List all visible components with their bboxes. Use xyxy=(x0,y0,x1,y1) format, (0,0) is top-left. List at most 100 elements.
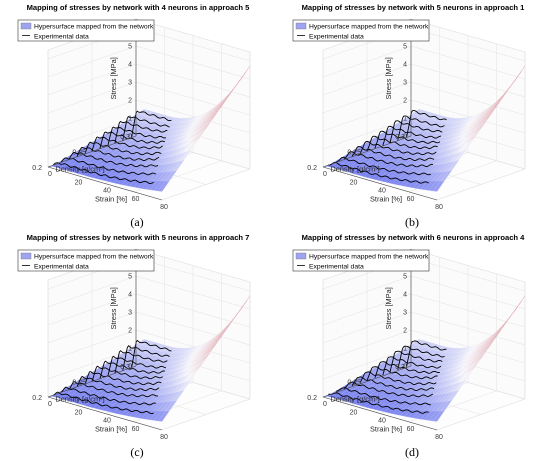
z-axis-label: Stress [MPa] xyxy=(109,57,118,99)
x-tick-label: 60 xyxy=(407,426,415,433)
surface-patch xyxy=(432,180,445,192)
y-tick-label: 0.25 xyxy=(72,150,86,157)
z-tick-label: 2 xyxy=(128,98,132,105)
legend-label-surface: Hypersurface mapped from the network xyxy=(34,24,154,31)
y-tick-label: 0.25 xyxy=(72,380,86,387)
legend-swatch-surface xyxy=(20,22,32,30)
experimental-curve xyxy=(374,130,441,149)
experimental-curve xyxy=(122,345,170,371)
experimental-curve xyxy=(406,340,447,367)
z-tick-label: 5 xyxy=(403,274,407,281)
surface-patch xyxy=(432,410,445,422)
experimental-curve xyxy=(343,381,434,398)
experimental-curve xyxy=(397,115,445,141)
experimental-curve xyxy=(397,345,445,370)
x-tick-label: 80 xyxy=(160,204,168,211)
experimental-curve xyxy=(351,376,435,391)
experimental-curve xyxy=(359,141,437,156)
experimental-curve xyxy=(76,376,160,391)
chart-title: Mapping of stresses by network with 4 ne… xyxy=(27,3,251,12)
experimental-data xyxy=(328,110,447,184)
experimental-curve xyxy=(76,146,160,161)
z-tick-label: 3 xyxy=(128,310,132,317)
y-axis-line xyxy=(47,135,137,168)
experimental-curve xyxy=(60,386,156,406)
z-tick-label: 1 xyxy=(403,346,407,353)
legend-label-experimental: Experimental data xyxy=(34,34,89,41)
chart-title: Mapping of stresses by network with 5 ne… xyxy=(302,3,526,12)
legend-label-experimental: Experimental data xyxy=(34,264,89,271)
z-tick-label: 0 xyxy=(128,134,132,141)
legend-swatch-surface xyxy=(295,252,307,260)
z-tick-label: 4 xyxy=(128,62,132,69)
experimental-curve xyxy=(406,110,447,138)
z-tick-label: 4 xyxy=(403,62,407,69)
legend-label-surface: Hypersurface mapped from the network xyxy=(309,24,429,31)
experimental-curve xyxy=(107,126,167,147)
z-tick-label: 2 xyxy=(403,328,407,335)
z-tick-label: 3 xyxy=(403,80,407,87)
y-tick-label: 0.3 xyxy=(120,134,130,141)
x-tick-label: 20 xyxy=(75,179,83,186)
experimental-curve xyxy=(389,120,443,144)
z-tick-label: 3 xyxy=(128,80,132,87)
z-tick-label: 5 xyxy=(128,274,132,281)
x-tick-label: 60 xyxy=(132,196,140,203)
experimental-curve xyxy=(382,356,442,376)
experimental-curve xyxy=(53,391,154,415)
y-axis-label: Density [g/cm³] xyxy=(55,395,104,404)
experimental-curve xyxy=(122,115,170,141)
legend-box xyxy=(292,249,430,272)
panel-caption: (b) xyxy=(405,215,419,229)
x-tick-label: 40 xyxy=(378,418,386,425)
y-tick-label: 0.25 xyxy=(347,380,361,387)
legend-label-experimental: Experimental data xyxy=(309,264,364,271)
experimental-curve xyxy=(366,366,438,381)
experimental-curve xyxy=(68,381,159,398)
experimental-curve xyxy=(91,365,163,382)
y-axis-line xyxy=(47,365,137,398)
experimental-curve xyxy=(84,371,162,386)
experimental-curve xyxy=(131,110,172,138)
legend-label-surface: Hypersurface mapped from the network xyxy=(309,254,429,261)
x-tick-label: 40 xyxy=(103,188,111,195)
legend-label-experimental: Experimental data xyxy=(309,34,364,41)
experimental-curve xyxy=(328,392,429,414)
z-tick-label: 1 xyxy=(128,116,132,123)
x-axis-line xyxy=(47,166,163,201)
x-tick-label: 20 xyxy=(75,409,83,416)
experimental-curve xyxy=(366,135,438,152)
legend-label-surface: Hypersurface mapped from the network xyxy=(34,254,154,261)
x-axis-label: Strain [%] xyxy=(95,425,127,434)
legend-swatch-surface xyxy=(20,252,32,260)
z-tick-label: 5 xyxy=(403,44,407,51)
z-tick-label: 0 xyxy=(403,364,407,371)
z-tick-label: 2 xyxy=(403,98,407,105)
x-axis-label: Strain [%] xyxy=(370,425,402,434)
panel-caption: (a) xyxy=(130,215,143,229)
experimental-curve xyxy=(99,360,165,379)
experimental-curve xyxy=(351,146,435,161)
x-tick-label: 40 xyxy=(103,418,111,425)
z-tick-label: 4 xyxy=(128,292,132,299)
z-tick-label: 5 xyxy=(128,44,132,51)
x-tick-label: 0 xyxy=(323,401,327,408)
legend: Hypersurface mapped from the network Expe… xyxy=(17,19,155,42)
x-tick-label: 0 xyxy=(48,171,52,178)
legend: Hypersurface mapped from the network Expe… xyxy=(17,249,155,272)
x-tick-label: 0 xyxy=(323,171,327,178)
chart-title: Mapping of stresses by network with 5 ne… xyxy=(27,233,250,242)
z-tick-label: 2 xyxy=(128,328,132,335)
legend: Hypersurface mapped from the network Expe… xyxy=(292,19,430,42)
x-tick-label: 20 xyxy=(350,179,358,186)
z-tick-label: 3 xyxy=(403,310,407,317)
experimental-curve xyxy=(99,131,166,149)
legend-box xyxy=(17,19,155,42)
y-axis-label: Density [g/cm³] xyxy=(55,165,104,174)
panel-caption: (d) xyxy=(405,445,419,459)
z-tick-label: 4 xyxy=(403,292,407,299)
y-axis-line xyxy=(322,365,412,398)
